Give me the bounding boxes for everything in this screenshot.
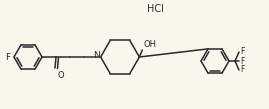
Text: OH: OH <box>143 40 156 49</box>
Text: N: N <box>93 51 100 60</box>
Text: O: O <box>57 71 64 80</box>
Text: F: F <box>240 56 244 66</box>
Text: F: F <box>5 53 10 61</box>
Text: F: F <box>240 66 244 74</box>
Text: HCl: HCl <box>147 4 164 14</box>
Text: F: F <box>240 48 244 56</box>
